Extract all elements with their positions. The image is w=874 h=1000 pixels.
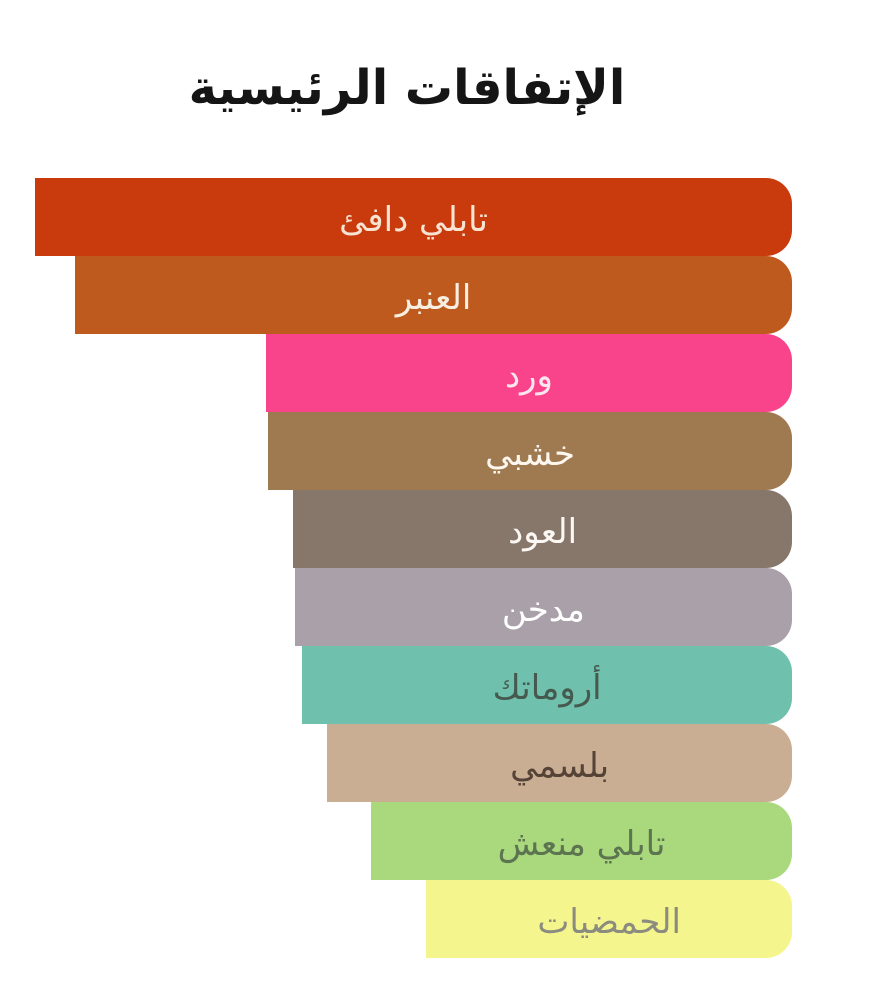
accord-bar-3: ورد	[265, 334, 792, 412]
accord-bar-4: خشبي	[268, 412, 792, 490]
accord-bars-container: تابلي دافئ العنبر ورد خشبي العود مدخن أروماتك ب…	[35, 178, 792, 958]
accord-bar-7: أروماتك	[302, 646, 792, 724]
accord-label: تابلي منعش	[497, 824, 666, 864]
accord-label: خشبي	[485, 434, 576, 474]
accord-bar-10: الحمضيات	[426, 880, 792, 958]
accord-label: تابلي دافئ	[339, 200, 488, 240]
accord-bar-8: بلسمي	[327, 724, 792, 802]
accord-bar-9: تابلي منعش	[371, 802, 792, 880]
accord-label: بلسمي	[510, 746, 610, 786]
accord-label: ورد	[504, 356, 553, 396]
chart-title: الإتفاقات الرئيسية	[188, 60, 626, 116]
accord-label: مدخن	[501, 590, 585, 630]
accord-label: الحمضيات	[537, 902, 681, 942]
accord-bar-5: العود	[293, 490, 792, 568]
accord-label: العنبر	[395, 278, 472, 318]
accord-bar-6: مدخن	[294, 568, 792, 646]
accord-label: العود	[508, 512, 578, 552]
accord-label: أروماتك	[492, 668, 602, 708]
accord-bar-2: العنبر	[75, 256, 792, 334]
accord-bar-1: تابلي دافئ	[35, 178, 792, 256]
